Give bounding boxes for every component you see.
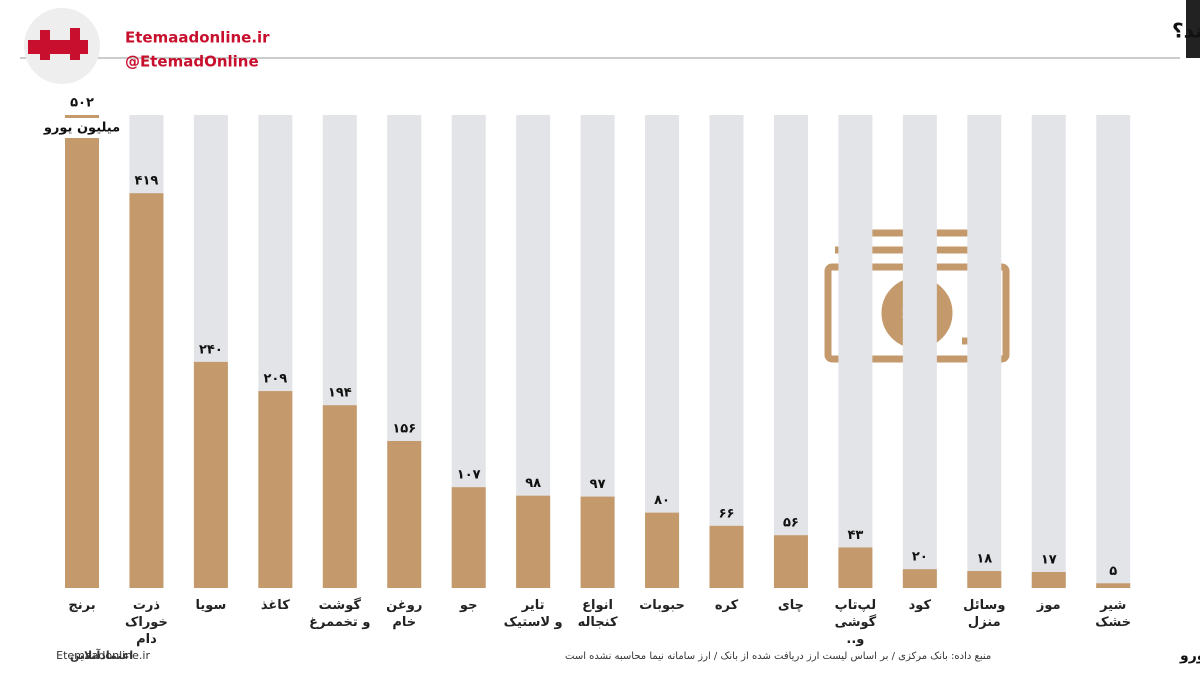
value-label: ۵ — [1109, 564, 1117, 579]
column-bg — [902, 115, 937, 588]
value-label: ۸۰ — [654, 493, 670, 508]
column-bg — [773, 115, 808, 588]
bar — [902, 569, 937, 588]
value-label: ۱۵۶ — [392, 422, 416, 437]
column-bg — [645, 115, 680, 588]
x-tick-label: کود — [908, 598, 932, 613]
column-bg — [709, 115, 744, 588]
brand-site: Etemaadonline.ir — [125, 29, 270, 47]
column-bg — [1031, 115, 1066, 588]
brand-handle: @EtemadOnline — [125, 53, 259, 71]
x-tick-label: وسائل منزل — [963, 598, 1006, 630]
corner-bar — [1186, 0, 1200, 58]
bar — [258, 391, 293, 588]
x-tick-label: حبوبات — [639, 598, 685, 613]
value-label: ۵۶ — [783, 516, 799, 531]
bar — [322, 405, 357, 588]
bar — [451, 487, 486, 588]
value-label: ۲۴۰ — [199, 342, 223, 357]
x-tick-label: تایر و لاستیک — [503, 598, 563, 630]
x-tick-label: موز — [1036, 598, 1061, 613]
column-bg — [838, 115, 873, 588]
chart-title: چه کالاهایی با ارز بانکی وارد کشور شده‌ا… — [1172, 19, 1200, 44]
value-label: ۶۶ — [719, 506, 735, 521]
value-label: ۲۰۹ — [263, 372, 287, 387]
x-tick-label: روغن خام — [386, 598, 423, 630]
x-tick-label: سویا — [195, 598, 227, 613]
x-tick-label: لپ‌تاپ گوشی و.. — [834, 598, 877, 647]
value-label: ۴۱۹ — [135, 174, 159, 189]
x-tick-label: ذرت خوراک دام — [125, 598, 168, 647]
bar — [967, 571, 1002, 588]
bar — [773, 535, 808, 588]
source: منبع داده: بانک مرکزی / بر اساس لیست ارز… — [565, 651, 991, 662]
x-tick-label: گوشت و تخممرغ — [309, 598, 371, 630]
value-label: ۱۰۷ — [457, 468, 481, 483]
bar — [193, 361, 228, 588]
value-label: ۱۸ — [976, 552, 992, 567]
value-label: ۹۷ — [590, 477, 606, 492]
bar — [516, 495, 551, 588]
x-tick-label: انواع کنجاله — [577, 598, 618, 630]
value-label: ۱۹۴ — [328, 386, 352, 401]
bar — [1096, 583, 1131, 588]
x-tick-label: جو — [459, 598, 478, 613]
x-tick-label: برنج — [68, 598, 96, 613]
bar — [129, 193, 164, 588]
bar — [1031, 571, 1066, 588]
value-label: ۱۷ — [1041, 552, 1057, 567]
column-bg — [1096, 115, 1131, 588]
unit-label: میلیون یورو — [43, 121, 120, 136]
bar — [838, 547, 873, 588]
footer-brand: اعتمادآنلاین — [70, 648, 133, 662]
bar — [580, 496, 615, 588]
value-label: ۹۸ — [525, 476, 541, 491]
bar — [645, 512, 680, 588]
x-tick-label: کاغذ — [260, 598, 290, 613]
logo — [24, 8, 100, 84]
footnote: ارقام رند شده‌اند / میلیون یورو — [1179, 648, 1200, 664]
bar — [387, 441, 422, 588]
x-tick-label: شیر خشک — [1095, 598, 1132, 630]
x-tick-label: کره — [714, 598, 739, 613]
value-label: ۴۳ — [847, 528, 863, 543]
logo-mark — [28, 28, 88, 60]
column-bg — [967, 115, 1002, 588]
unit-bg — [44, 118, 120, 138]
value-label: ۲۰ — [912, 550, 928, 565]
footer-site: Etemaadonline.ir — [56, 649, 150, 662]
x-tick-label: چای — [777, 598, 805, 613]
bar — [709, 525, 744, 588]
value-label: ۵۰۲ — [70, 96, 94, 111]
bar — [65, 115, 99, 588]
